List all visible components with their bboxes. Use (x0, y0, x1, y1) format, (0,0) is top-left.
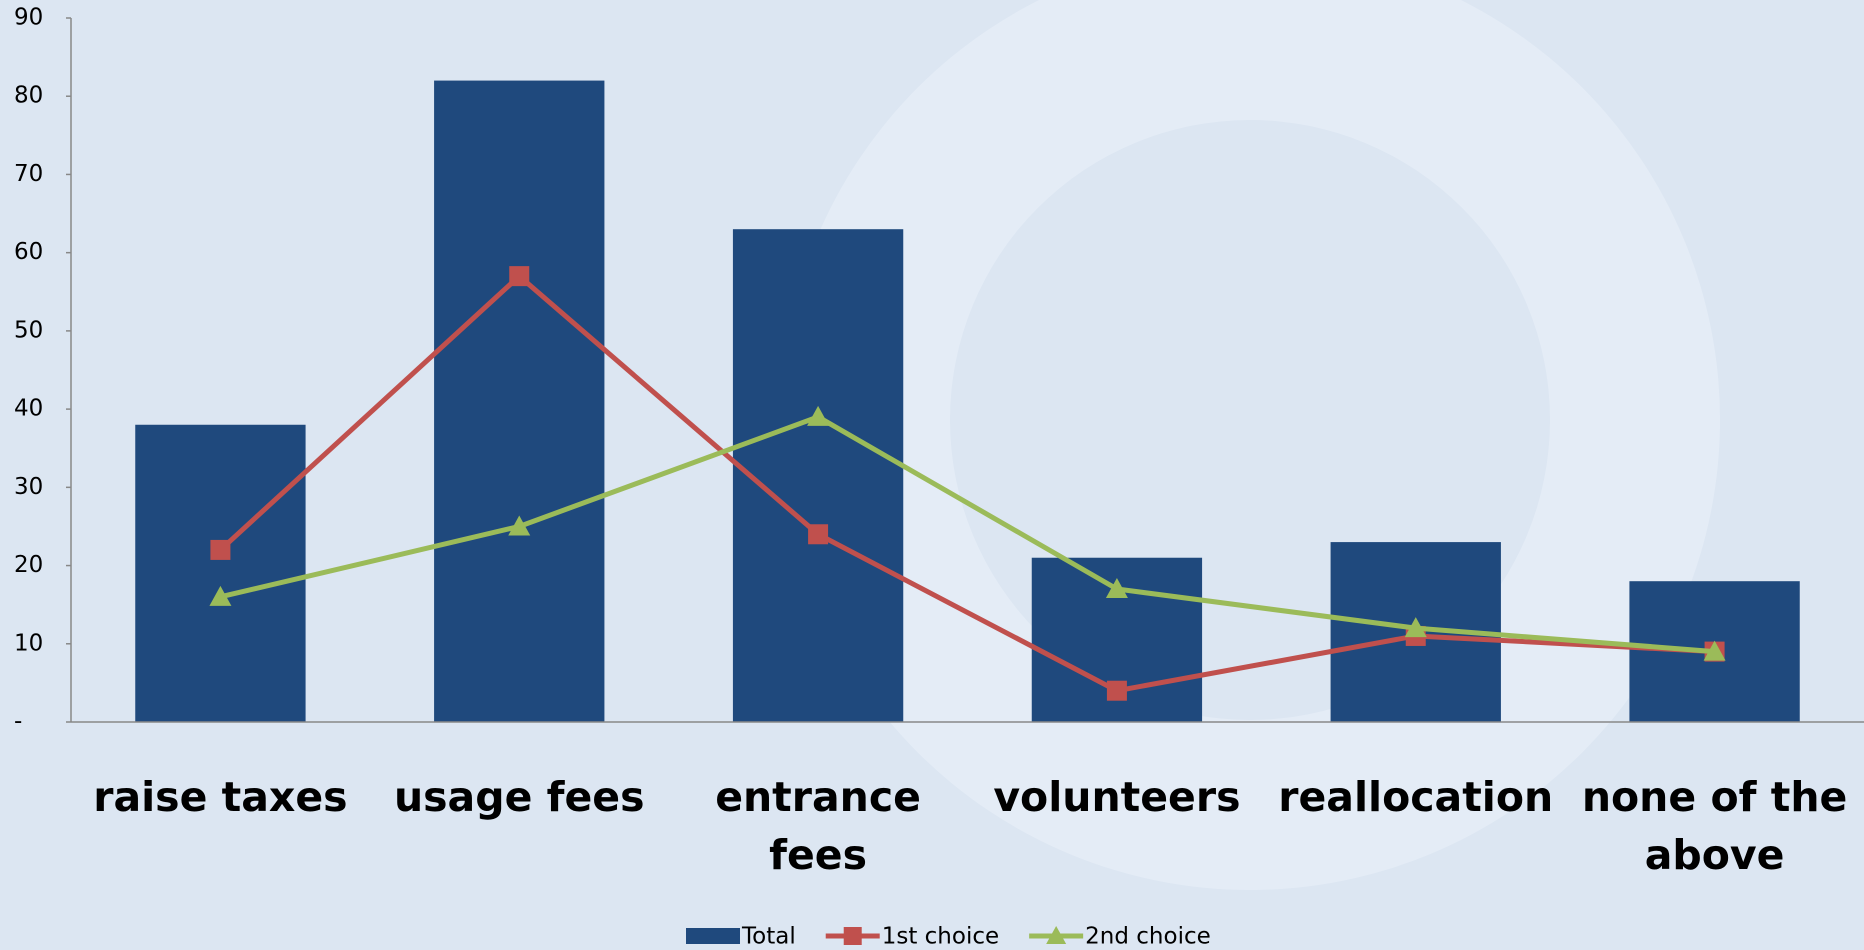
bar (434, 80, 605, 723)
marker (807, 405, 830, 426)
x-tick-label: raise taxes (93, 773, 348, 821)
bar (732, 229, 904, 722)
marker (509, 266, 530, 287)
x-tick-label: entrance fees (715, 773, 921, 879)
y-tick-label: 50 (14, 317, 43, 343)
marker (209, 585, 232, 606)
y-tick-label: - (14, 709, 22, 735)
marker (1703, 640, 1726, 661)
y-tick-label: 80 (14, 83, 43, 109)
legend-label: Total (741, 924, 796, 950)
marker (1105, 578, 1128, 599)
marker (1404, 617, 1427, 638)
x-tick-label: none of the above (1581, 773, 1848, 879)
marker (508, 515, 531, 536)
legend-label: 1st choice (882, 924, 999, 950)
y-tick-label: 10 (14, 630, 43, 656)
bar (135, 424, 306, 722)
marker (210, 539, 231, 560)
marker (808, 524, 829, 545)
y-tick-label: 40 (14, 396, 43, 422)
line (219, 414, 1715, 655)
y-tick-label: 90 (14, 5, 43, 31)
x-tick-label: volunteers (993, 773, 1241, 821)
y-tick-label: 20 (14, 552, 43, 578)
y-tick-label: 60 (14, 239, 43, 265)
line (218, 272, 1715, 694)
legend-label: 2nd choice (1085, 924, 1211, 950)
x-tick-label: usage fees (393, 773, 645, 821)
y-tick-label: 70 (14, 161, 43, 187)
y-tick-label: 30 (14, 474, 43, 500)
marker (1106, 680, 1127, 701)
legend-marker (843, 927, 862, 945)
x-tick-label: reallocation (1278, 773, 1554, 821)
legend-swatch (686, 928, 740, 944)
legend-marker (1046, 926, 1067, 944)
